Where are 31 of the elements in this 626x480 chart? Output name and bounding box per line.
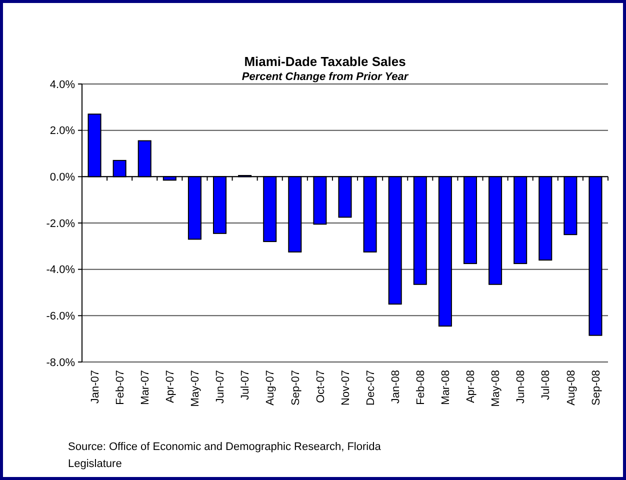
x-tick-label: Nov-07: [340, 370, 352, 406]
y-tick-label: -8.0%: [46, 356, 76, 369]
x-tick-label: Feb-07: [114, 370, 126, 405]
x-tick-label: Feb-08: [414, 370, 427, 405]
x-tick-label: Sep-08: [590, 370, 602, 406]
x-tick-label: Jul-08: [540, 370, 552, 400]
chart-subtitle: Percent Change from Prior Year: [242, 71, 409, 83]
x-tick-label: Aug-08: [565, 370, 578, 406]
y-tick-label: -6.0%: [46, 310, 76, 323]
x-tick-label: May-07: [190, 370, 202, 407]
chart-title: Miami-Dade Taxable Sales: [244, 54, 406, 69]
x-tick-label: Jun-08: [515, 370, 528, 404]
y-tick-label: 2.0%: [50, 125, 76, 138]
x-tick-label: Dec-07: [364, 370, 377, 406]
x-tick-label: May-08: [490, 370, 502, 407]
x-tick-label: Apr-08: [465, 370, 478, 404]
source-note: Source: Office of Economic and Demographic Research, Florida Legislature: [68, 441, 382, 470]
x-tick-label: Mar-08: [440, 370, 452, 405]
y-tick-label: 0.0%: [50, 172, 76, 184]
x-tick-label: Mar-07: [139, 370, 152, 405]
x-tick-label: Aug-07: [264, 370, 277, 406]
x-tick-label: Jul-07: [240, 370, 252, 400]
x-tick-label: Jan-08: [390, 370, 402, 404]
x-tick-label: Jan-07: [89, 370, 102, 404]
x-tick-label: Oct-07: [314, 370, 327, 404]
y-tick-label: -4.0%: [46, 264, 76, 276]
x-tick-label: Sep-07: [290, 370, 302, 406]
y-tick-label: 4.0%: [50, 78, 76, 91]
y-tick-label: -2.0%: [46, 218, 76, 230]
x-tick-label: Apr-07: [164, 370, 177, 404]
x-tick-label: Jun-07: [214, 370, 227, 404]
